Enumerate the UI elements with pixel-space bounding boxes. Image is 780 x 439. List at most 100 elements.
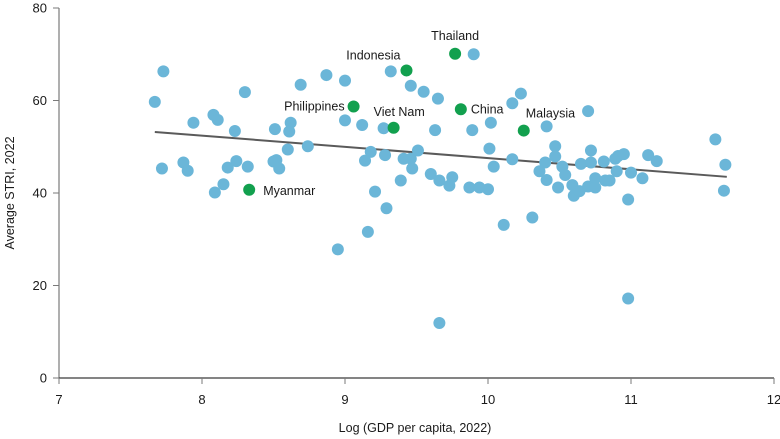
points-group: [148, 47, 732, 329]
point-labels-group: Thailand Indonesia Philippines Viet Nam Chin…: [263, 29, 575, 198]
data-point: [406, 162, 419, 175]
data-point: [603, 174, 616, 187]
data-point: [582, 105, 595, 118]
y-tick-label: 20: [33, 278, 47, 293]
y-tick-label: 40: [33, 186, 47, 201]
x-tick-label: 12: [767, 392, 780, 407]
data-point: [404, 79, 417, 92]
x-tick-label: 8: [198, 392, 205, 407]
data-point: [482, 183, 494, 196]
data-point: [294, 78, 307, 91]
data-point: [574, 157, 587, 170]
data-point: [187, 116, 200, 129]
data-point: [549, 150, 562, 163]
data-point: [533, 165, 546, 178]
point-label: Malaysia: [526, 107, 575, 121]
data-point: [589, 172, 602, 185]
data-point: [359, 154, 372, 167]
data-point: [463, 181, 476, 194]
data-point: [514, 87, 527, 100]
data-point: [394, 174, 407, 187]
data-point: [709, 133, 722, 146]
data-point: [157, 65, 170, 78]
point-label: Myanmar: [263, 184, 315, 198]
data-point: [717, 184, 730, 197]
data-point: [221, 161, 234, 174]
data-point: [379, 149, 392, 162]
data-point: [506, 153, 519, 166]
highlighted-point-myanmar: [243, 183, 256, 196]
data-point: [181, 164, 194, 177]
data-point: [155, 162, 168, 175]
axes: 0 20 40 60 80 7 8 9 10 11 12: [33, 1, 780, 408]
data-point: [526, 211, 539, 224]
highlighted-point-thailand: [449, 47, 462, 60]
data-point: [301, 140, 314, 153]
data-point: [484, 116, 497, 129]
data-point: [417, 85, 430, 98]
data-point: [552, 181, 565, 194]
data-point: [268, 123, 281, 136]
data-point: [429, 124, 442, 137]
data-point: [377, 122, 390, 135]
point-label: Philippines: [284, 100, 344, 114]
x-tick-label: 11: [624, 392, 638, 407]
data-point: [466, 124, 479, 137]
data-point: [719, 158, 732, 171]
y-axis-title: Average STRI, 2022: [3, 136, 17, 249]
data-point: [506, 97, 519, 110]
data-point: [610, 165, 623, 178]
data-point: [650, 155, 663, 168]
data-point: [241, 160, 254, 173]
data-point: [622, 193, 635, 206]
highlighted-point-malaysia: [517, 124, 530, 137]
data-point: [364, 145, 377, 158]
data-point: [361, 225, 374, 238]
data-point: [597, 155, 610, 168]
data-point: [433, 174, 446, 187]
y-tick-label: 0: [40, 371, 47, 386]
data-point: [539, 156, 552, 169]
x-tick-label: 10: [481, 392, 495, 407]
data-point: [411, 144, 424, 157]
highlighted-point-china: [454, 103, 467, 116]
x-tick-label: 7: [55, 392, 62, 407]
data-point: [584, 156, 597, 169]
data-point: [443, 179, 456, 192]
data-point: [497, 218, 510, 231]
x-axis-title: Log (GDP per capita, 2022): [339, 421, 492, 435]
data-point: [404, 152, 417, 165]
data-point: [217, 178, 230, 191]
data-point: [230, 155, 243, 168]
data-point: [273, 162, 286, 175]
data-point: [540, 174, 553, 187]
data-point: [467, 48, 480, 61]
point-label: Thailand: [431, 29, 479, 43]
data-point: [384, 65, 397, 78]
data-point: [625, 166, 637, 179]
data-point: [148, 95, 161, 108]
data-point: [540, 120, 553, 133]
data-point: [589, 181, 602, 194]
data-point: [238, 86, 251, 99]
y-tick-label: 80: [33, 1, 47, 16]
highlighted-point-indonesia: [400, 64, 413, 77]
data-point: [622, 292, 635, 305]
data-point: [584, 144, 597, 157]
data-point: [208, 186, 221, 199]
data-point: [283, 125, 296, 138]
trendline: [154, 130, 727, 178]
data-point: [642, 149, 655, 162]
point-label: Indonesia: [346, 48, 400, 62]
data-point: [339, 114, 351, 127]
x-tick-label: 9: [341, 392, 348, 407]
y-tick-label: 60: [33, 93, 47, 108]
data-point: [356, 119, 369, 132]
data-point: [228, 125, 241, 138]
data-point: [281, 143, 294, 156]
data-point: [339, 74, 351, 87]
data-point: [331, 243, 344, 256]
trendline-group: [154, 130, 727, 178]
data-point: [549, 140, 562, 153]
